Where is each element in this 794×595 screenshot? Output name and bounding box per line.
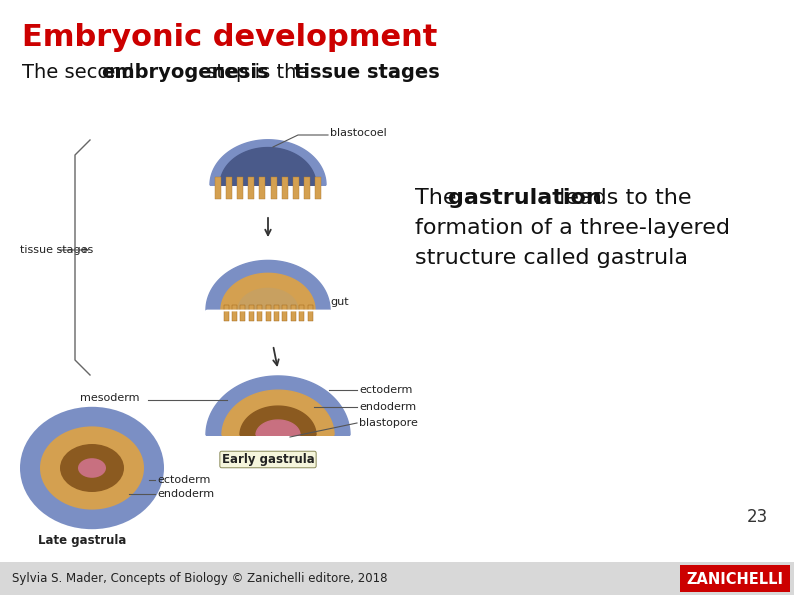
Text: tissue stages: tissue stages — [295, 62, 440, 82]
Text: structure called gastrula: structure called gastrula — [415, 248, 688, 268]
Ellipse shape — [78, 458, 106, 478]
Text: blastopore: blastopore — [359, 418, 418, 428]
Text: 23: 23 — [746, 508, 768, 526]
Polygon shape — [206, 261, 330, 310]
Text: gut: gut — [330, 297, 349, 307]
Polygon shape — [206, 376, 350, 435]
Text: ectoderm: ectoderm — [359, 385, 412, 395]
Text: Early gastrula: Early gastrula — [222, 453, 314, 466]
Text: step is the: step is the — [200, 62, 315, 82]
Bar — [0, 562, 794, 595]
Bar — [265, 305, 271, 321]
Text: Embryonic development: Embryonic development — [22, 23, 437, 52]
Text: The second: The second — [22, 62, 141, 82]
Bar — [307, 305, 313, 321]
Bar — [283, 305, 287, 321]
Polygon shape — [240, 406, 316, 435]
Bar — [271, 177, 276, 199]
Bar — [291, 305, 295, 321]
Text: The: The — [415, 188, 464, 208]
Bar — [226, 177, 232, 199]
Polygon shape — [221, 273, 315, 310]
Bar — [299, 305, 304, 321]
Text: ectoderm: ectoderm — [157, 475, 210, 485]
Text: leads to the: leads to the — [552, 188, 692, 208]
Polygon shape — [222, 390, 334, 435]
Text: gastrulation: gastrulation — [448, 188, 602, 208]
Ellipse shape — [20, 407, 164, 529]
Text: tissue stages: tissue stages — [20, 245, 93, 255]
Text: Late gastrula: Late gastrula — [38, 534, 126, 547]
Bar — [260, 177, 265, 199]
Bar — [315, 177, 321, 199]
Polygon shape — [238, 289, 298, 310]
Bar — [232, 305, 237, 321]
Text: .: . — [393, 62, 399, 82]
Bar — [249, 177, 254, 199]
Text: ZANICHELLI: ZANICHELLI — [687, 572, 784, 587]
Text: endoderm: endoderm — [359, 402, 416, 412]
Bar — [223, 305, 229, 321]
Bar — [215, 177, 221, 199]
Text: endoderm: endoderm — [157, 489, 214, 499]
Bar — [241, 305, 245, 321]
Ellipse shape — [60, 444, 124, 492]
Bar — [282, 177, 287, 199]
Bar — [237, 177, 243, 199]
Text: formation of a three-layered: formation of a three-layered — [415, 218, 730, 238]
Polygon shape — [210, 140, 326, 185]
Bar — [293, 177, 299, 199]
Text: blastocoel: blastocoel — [330, 128, 387, 138]
Polygon shape — [220, 148, 316, 185]
Bar — [680, 565, 790, 592]
Bar — [304, 177, 310, 199]
Bar — [249, 305, 254, 321]
Polygon shape — [256, 420, 300, 435]
Text: Sylvia S. Mader, Concepts of Biology © Zanichelli editore, 2018: Sylvia S. Mader, Concepts of Biology © Z… — [12, 572, 387, 585]
Text: embryogenesis: embryogenesis — [102, 62, 269, 82]
Text: mesoderm: mesoderm — [80, 393, 140, 403]
Ellipse shape — [40, 427, 144, 509]
Bar — [257, 305, 262, 321]
Bar — [274, 305, 279, 321]
